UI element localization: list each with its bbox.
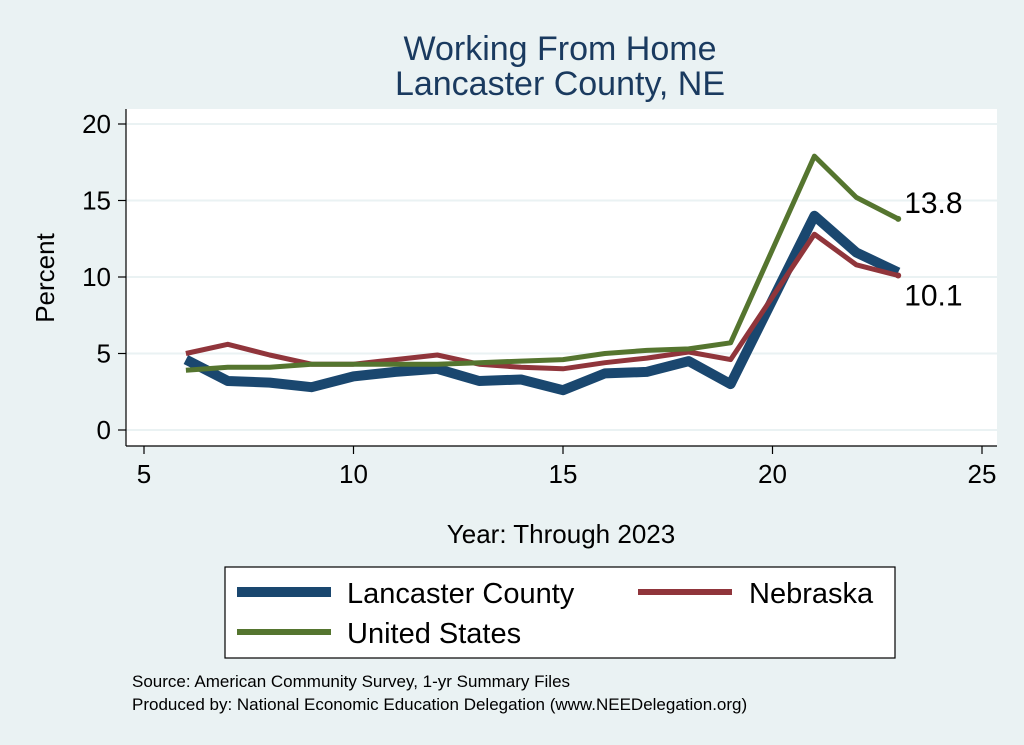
producer-note: Produced by: National Economic Education… (132, 695, 747, 714)
series-line-united-states (185, 153, 900, 373)
y-axis-ticks: 0 5 10 15 20 (82, 109, 126, 445)
legend-box (224, 566, 896, 659)
x-tick-label-25: 25 (968, 459, 997, 489)
y-tick-label-0: 0 (97, 415, 111, 445)
y-tick-label-20: 20 (82, 109, 111, 139)
x-tick-label-10: 10 (339, 459, 368, 489)
series-line-nebraska (185, 231, 899, 372)
source-note: Source: American Community Survey, 1-yr … (132, 672, 570, 691)
y-tick-label-5: 5 (97, 339, 111, 369)
x-tick-label-15: 15 (549, 459, 578, 489)
x-axis-label: Year: Through 2023 (447, 519, 675, 549)
end-labels: 13.8 10.1 (895, 187, 963, 312)
end-label-nebraska: 10.1 (904, 279, 962, 312)
series-group (183, 153, 901, 396)
end-point-nebraska (895, 272, 902, 279)
x-tick-label-20: 20 (758, 459, 787, 489)
y-tick-label-15: 15 (82, 186, 111, 216)
chart-title-line-2: Lancaster County, NE (395, 65, 725, 103)
legend-label-united-states: United States (347, 618, 521, 650)
legend-label-lancaster-county: Lancaster County (347, 578, 575, 610)
x-tick-label-5: 5 (137, 459, 151, 489)
y-tick-label-10: 10 (82, 262, 111, 292)
end-label-united-states: 13.8 (904, 187, 962, 220)
x-axis-ticks: 5 10 15 20 25 (137, 446, 997, 489)
legend-label-nebraska: Nebraska (749, 578, 874, 610)
end-point-united-states (895, 215, 902, 222)
y-axis-label: Percent (30, 232, 60, 322)
chart-title-line-1: Working From Home (404, 30, 717, 68)
series-line-lancaster-county (183, 210, 901, 396)
